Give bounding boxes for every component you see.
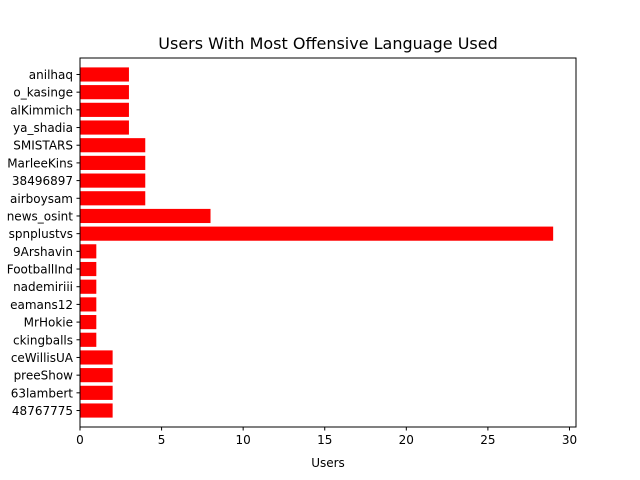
y-tick-label: MarleeKins: [7, 156, 73, 170]
bar-anilhaq: [80, 67, 129, 82]
y-tick-label: alKimmich: [10, 103, 73, 117]
y-tick-label: SMISTARS: [13, 139, 73, 153]
y-tick-label: MrHokie: [24, 316, 73, 330]
bar-ckingballs: [80, 332, 97, 347]
bar-MarleeKins: [80, 155, 146, 170]
x-tick-label: 5: [158, 433, 166, 447]
x-tick-label: 25: [480, 433, 495, 447]
x-tick-label: 0: [76, 433, 84, 447]
bar-63lambert: [80, 385, 113, 400]
x-tick-label: 10: [236, 433, 251, 447]
bar-alKimmich: [80, 102, 129, 117]
bar-38496897: [80, 173, 146, 188]
x-tick-label: 15: [317, 433, 332, 447]
y-tick-label: 48767775: [12, 404, 73, 418]
bar-FootballInd: [80, 261, 97, 277]
x-axis-label: Users: [311, 456, 345, 470]
y-tick-label: 9Arshavin: [13, 245, 73, 259]
bar-48767775: [80, 403, 113, 418]
bars-group: [80, 67, 554, 418]
y-tick-label: ceWillisUA: [11, 351, 74, 365]
y-tick-label: ckingballs: [13, 333, 73, 347]
y-tick-label: eamans12: [10, 298, 73, 312]
x-tick-label: 20: [399, 433, 414, 447]
bar-SMISTARS: [80, 138, 146, 153]
y-tick-label: 63lambert: [11, 386, 74, 400]
bar-9Arshavin: [80, 244, 97, 259]
bar-MrHokie: [80, 315, 97, 330]
plot-frame: [79, 57, 577, 428]
y-tick-label: anilhaq: [29, 68, 73, 82]
bar-airboysam: [80, 191, 146, 206]
bar-preeShow: [80, 368, 113, 383]
bar-nademiriii: [80, 279, 97, 294]
bar-news_osint: [80, 208, 211, 224]
y-tick-label: airboysam: [10, 192, 73, 206]
x-tick-label: 30: [562, 433, 577, 447]
y-tick-label: news_osint: [7, 209, 74, 223]
y-tick-label: ya_shadia: [13, 121, 73, 135]
y-tick-label: 38496897: [12, 174, 73, 188]
y-axis-ticks: anilhaq o_kasinge alKimmich ya_shadia SMISTA…: [7, 68, 80, 418]
x-axis-ticks: 0 5 10 15 20 25 30: [76, 427, 577, 447]
bar-ceWillisUA: [80, 350, 113, 365]
y-tick-label: FootballInd: [7, 263, 73, 277]
y-tick-label: preeShow: [14, 369, 74, 383]
bar-ya_shadia: [80, 120, 129, 135]
bar-o_kasinge: [80, 85, 129, 100]
y-tick-label: o_kasinge: [13, 86, 73, 100]
bar-spnplustvs: [80, 226, 554, 241]
y-tick-label: spnplustvs: [9, 227, 73, 241]
chart-title: Users With Most Offensive Language Used: [158, 34, 497, 53]
bar-eamans12: [80, 297, 97, 312]
y-tick-label: nademiriii: [13, 280, 73, 294]
